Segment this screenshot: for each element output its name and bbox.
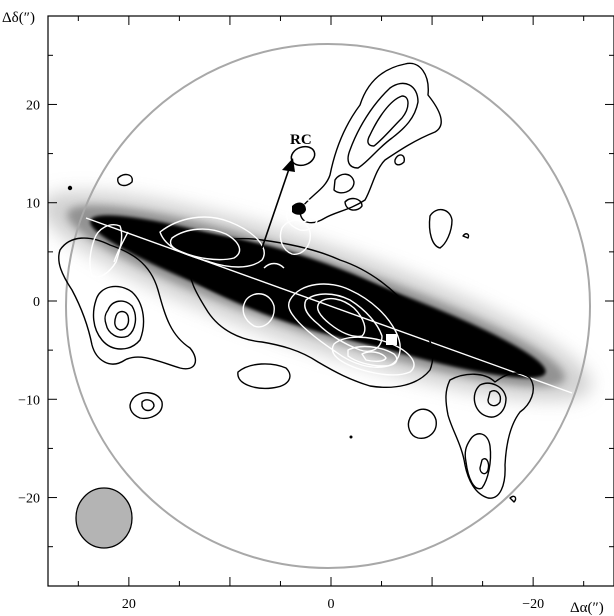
y-tick-label: 10 (26, 197, 40, 212)
x-tick-label: 20 (122, 597, 136, 612)
rc-annotation: RC (261, 132, 316, 249)
position-marker (386, 334, 397, 345)
x-axis-title: Δα(″) (570, 600, 604, 616)
x-tick-labels: 20 0 −20 (122, 597, 544, 612)
rc-label: RC (290, 132, 312, 148)
beam-ellipse (75, 487, 133, 549)
white-contours (89, 198, 415, 376)
field-of-view-circle (65, 43, 591, 569)
y-axis-title: Δδ(″) (2, 10, 35, 26)
rc-arrow-shaft (261, 165, 291, 249)
y-tick-label: −10 (18, 393, 40, 408)
major-axis-line (85, 217, 573, 394)
black-contours (58, 62, 534, 503)
axis-ticks (48, 16, 614, 586)
contour-peaks (67, 185, 353, 439)
galaxy-image (48, 191, 592, 401)
y-tick-label: 20 (26, 98, 40, 113)
y-tick-label: 0 (33, 295, 40, 310)
x-tick-label: 0 (328, 597, 335, 612)
x-tick-label: −20 (522, 597, 544, 612)
y-tick-label: −20 (18, 492, 40, 507)
rc-arrow-head (282, 158, 295, 172)
y-tick-labels: 20 10 0 −10 −20 (18, 98, 40, 506)
